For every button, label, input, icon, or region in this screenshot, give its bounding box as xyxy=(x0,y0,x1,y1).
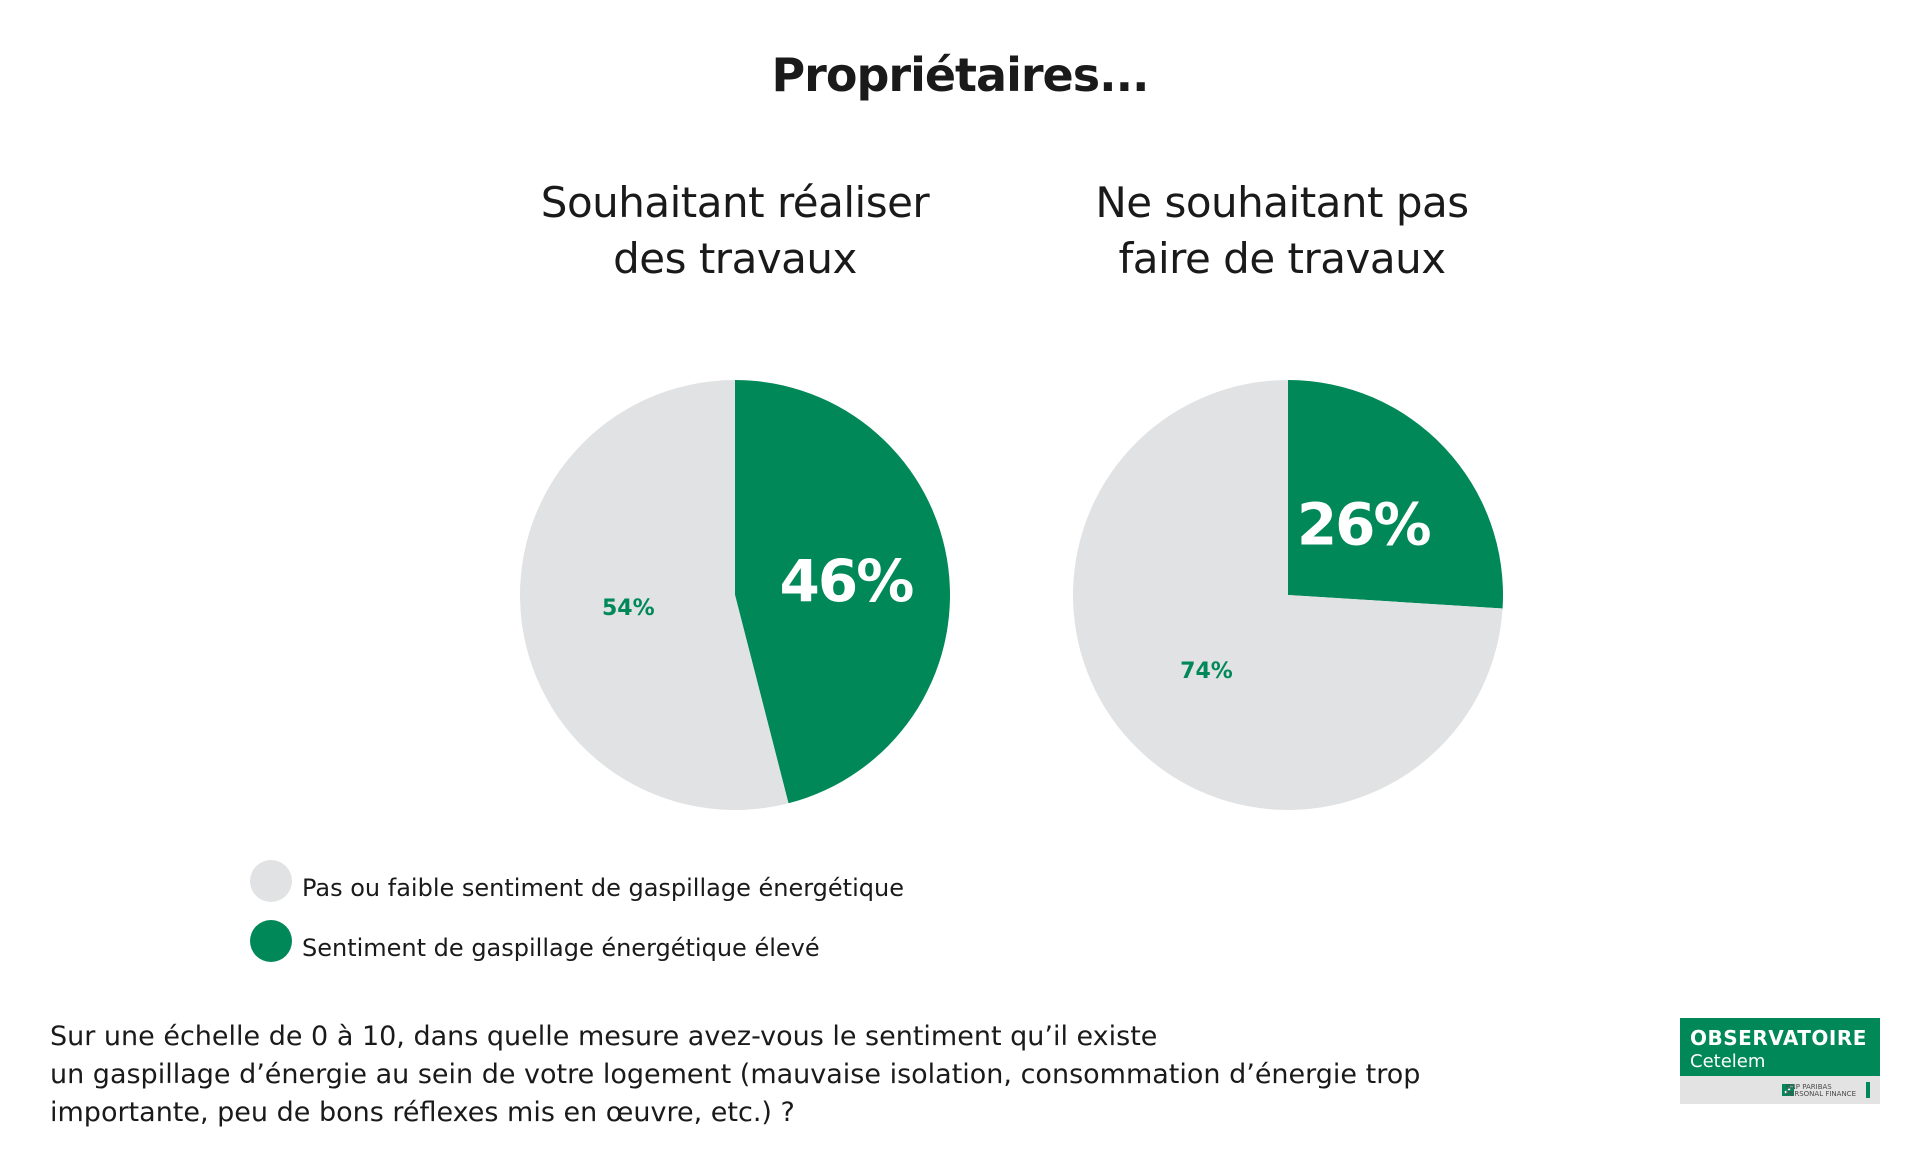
bnp-stars-icon xyxy=(1782,1084,1794,1096)
logo-sub-line-1: BNP PARIBAS xyxy=(1785,1083,1832,1091)
pie-0-label-1: 54% xyxy=(602,596,655,621)
survey-question: Sur une échelle de 0 à 10, dans quelle m… xyxy=(50,1018,1450,1132)
pie-1-slice-0 xyxy=(1288,380,1503,609)
legend-label-low: Pas ou faible sentiment de gaspillage én… xyxy=(302,874,904,902)
survey-question-line-1: Sur une échelle de 0 à 10, dans quelle m… xyxy=(50,1021,1158,1052)
pie-0-slice-0 xyxy=(735,380,950,804)
survey-question-line-2: un gaspillage d’énergie au sein de votre… xyxy=(50,1059,1421,1090)
chart-title-right: Ne souhaitant pas faire de travaux xyxy=(1002,175,1562,287)
logo-footer: BNP PARIBAS PERSONAL FINANCE xyxy=(1680,1076,1880,1104)
legend-swatch-grey xyxy=(250,860,292,902)
pie-1-label-1: 74% xyxy=(1180,659,1233,684)
legend-label-high: Sentiment de gaspillage énergétique élev… xyxy=(302,934,820,962)
logo-line-observatoire: OBSERVATOIRE xyxy=(1690,1026,1867,1050)
pie-1-slice-1 xyxy=(1073,380,1503,811)
chart-title-left: Souhaitant réaliser des travaux xyxy=(455,175,1015,287)
logo-bar-icon xyxy=(1866,1082,1870,1098)
logo-line-cetelem: Cetelem xyxy=(1690,1051,1766,1072)
logo-bnp-text: BNP PARIBAS PERSONAL FINANCE xyxy=(1786,1084,1856,1098)
page-title: Propriétaires... xyxy=(771,48,1149,102)
chart-title-left-line-2: des travaux xyxy=(613,234,857,283)
observatoire-cetelem-logo: OBSERVATOIRE Cetelem BNP PARIBAS PERSONA… xyxy=(1680,1018,1880,1104)
legend-item-high: Sentiment de gaspillage énergétique élev… xyxy=(250,920,1050,964)
pie-0-label-0: 46% xyxy=(780,547,914,615)
pie-1-label-0: 26% xyxy=(1297,490,1431,558)
legend-swatch-green xyxy=(250,920,292,962)
pie-0-slice-1 xyxy=(519,380,789,811)
survey-question-line-3: importante, peu de bons réflexes mis en … xyxy=(50,1097,795,1128)
logo-banner: OBSERVATOIRE Cetelem xyxy=(1680,1018,1880,1076)
legend-item-low: Pas ou faible sentiment de gaspillage én… xyxy=(250,860,1050,904)
logo-sub-line-2: PERSONAL FINANCE xyxy=(1785,1090,1856,1098)
chart-title-left-line-1: Souhaitant réaliser xyxy=(540,178,930,227)
chart-title-right-line-2: faire de travaux xyxy=(1118,234,1446,283)
chart-title-right-line-1: Ne souhaitant pas xyxy=(1095,178,1469,227)
